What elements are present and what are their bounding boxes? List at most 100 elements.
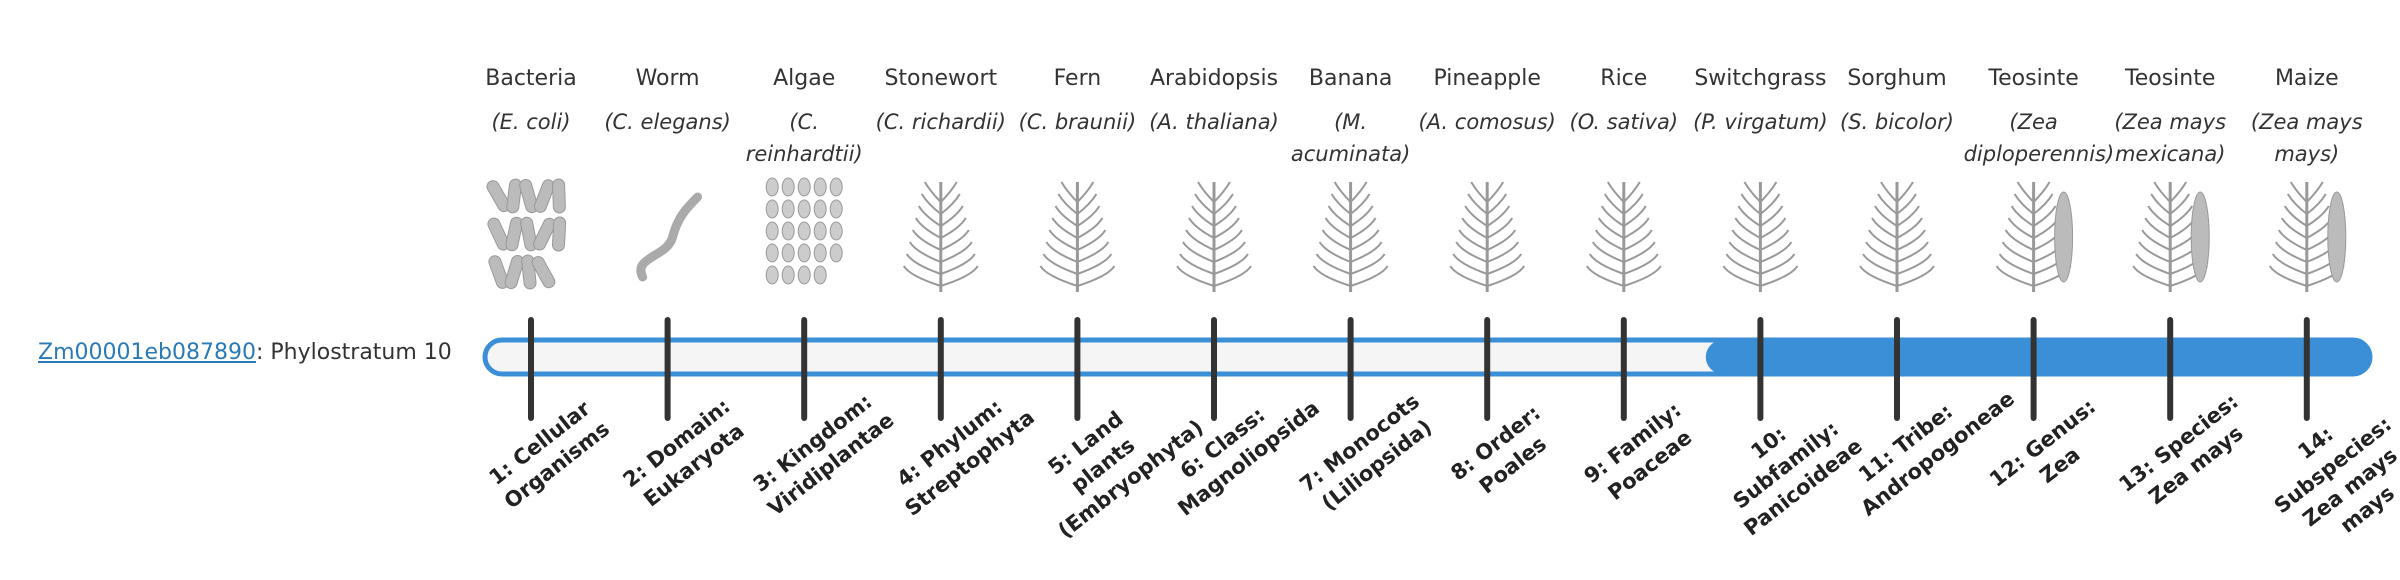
algae-cell — [797, 243, 811, 263]
leaf — [2169, 181, 2188, 203]
bacterium — [531, 256, 556, 289]
species-name: (S. bicolor) — [1840, 110, 1954, 134]
leaf — [1603, 193, 1625, 215]
leaf — [2274, 241, 2308, 263]
leaf — [1759, 181, 1778, 203]
algae-cell — [813, 221, 827, 241]
species-name: (C. reinhardtii) — [745, 110, 863, 166]
leaf — [1060, 181, 1079, 203]
algae-cell — [765, 199, 779, 219]
algae-cell — [781, 265, 795, 285]
leaf — [1452, 253, 1488, 275]
leaf — [2013, 193, 2035, 215]
leaf — [1077, 253, 1113, 275]
leaf — [1896, 229, 1926, 251]
leaf — [1318, 241, 1351, 263]
leaf — [1076, 217, 1104, 239]
leaf — [2135, 253, 2171, 275]
worm — [636, 192, 703, 282]
algae-cell — [813, 265, 827, 285]
organism-name: Teosinte — [1988, 66, 2079, 91]
leaf — [1728, 241, 1761, 263]
leaf — [940, 217, 967, 239]
leaf — [1176, 265, 1215, 287]
leaf — [1725, 253, 1761, 275]
organism-image — [1859, 181, 1935, 292]
leaf — [1486, 265, 1526, 287]
leaf — [2141, 229, 2171, 251]
organism-name: Worm — [635, 66, 700, 91]
species-name: (C. richardii) — [875, 110, 1006, 134]
leaf — [940, 193, 961, 215]
leaf — [1722, 265, 1761, 287]
leaf — [2007, 217, 2035, 239]
leaf — [1076, 229, 1107, 251]
bacterium — [533, 217, 556, 251]
leaf — [1588, 253, 1625, 275]
gene-info: Zm00001eb087890: Phylostratum 10 — [38, 340, 452, 365]
algae-cell — [813, 243, 827, 263]
leaf — [1455, 241, 1488, 263]
leaf — [1868, 229, 1898, 251]
leaf — [2169, 193, 2191, 215]
leaf — [1896, 193, 1917, 215]
leaf — [1606, 181, 1625, 203]
leaf — [1759, 229, 1790, 251]
organism-name: Arabidopsis — [1149, 66, 1279, 91]
algae-cell — [829, 199, 843, 219]
bacterium — [487, 217, 510, 251]
leaf — [1896, 253, 1932, 275]
species-name: (A. thaliana) — [1149, 110, 1279, 134]
leaf — [2147, 205, 2171, 227]
algae-cell — [781, 243, 795, 263]
leaf — [1077, 241, 1110, 263]
bacterium — [519, 178, 539, 214]
leaf — [1623, 205, 1647, 227]
leaf — [940, 253, 976, 275]
organism-image — [486, 178, 567, 290]
leaf — [940, 181, 958, 203]
organism-name: Fern — [1053, 66, 1102, 91]
leaf — [1623, 193, 1644, 215]
leaf — [1076, 193, 1098, 215]
leaf — [2268, 265, 2308, 287]
organism-image — [636, 192, 703, 282]
leaf — [1896, 181, 1914, 203]
organism-image — [1722, 181, 1799, 292]
leaf — [1486, 205, 1511, 227]
leaf — [1349, 181, 1368, 203]
leaf — [1759, 217, 1787, 239]
organism-image — [1312, 181, 1389, 292]
leaf — [1194, 193, 1215, 215]
leaf — [1321, 229, 1352, 251]
leaf — [1486, 241, 1520, 263]
leaf — [1315, 253, 1351, 275]
leaf — [1623, 253, 1659, 275]
leaf — [1350, 241, 1383, 263]
gene-link[interactable]: Zm00001eb087890 — [38, 340, 256, 365]
gene-stratum: : Phylostratum 10 — [255, 340, 452, 365]
organism-name: Teosinte — [2125, 66, 2216, 91]
leaf — [1734, 217, 1761, 239]
organism-image — [1585, 181, 1662, 292]
leaf — [1871, 217, 1898, 239]
leaf — [1591, 241, 1625, 263]
bacterium — [506, 178, 522, 214]
leaf — [2277, 229, 2308, 251]
leaf — [2289, 181, 2308, 203]
leaf — [1057, 193, 1079, 215]
leaf — [1760, 253, 1796, 275]
leaf — [1467, 193, 1488, 215]
bacterium — [505, 216, 523, 252]
algae-cell — [765, 221, 779, 241]
leaf — [1623, 241, 1656, 263]
leaf — [2153, 181, 2171, 203]
leaf — [940, 205, 964, 227]
bacterium — [552, 178, 566, 214]
leaf — [1350, 229, 1380, 251]
leaf — [1449, 265, 1488, 287]
ear — [2190, 191, 2210, 283]
leaf — [1737, 205, 1761, 227]
algae-cell — [829, 221, 843, 241]
